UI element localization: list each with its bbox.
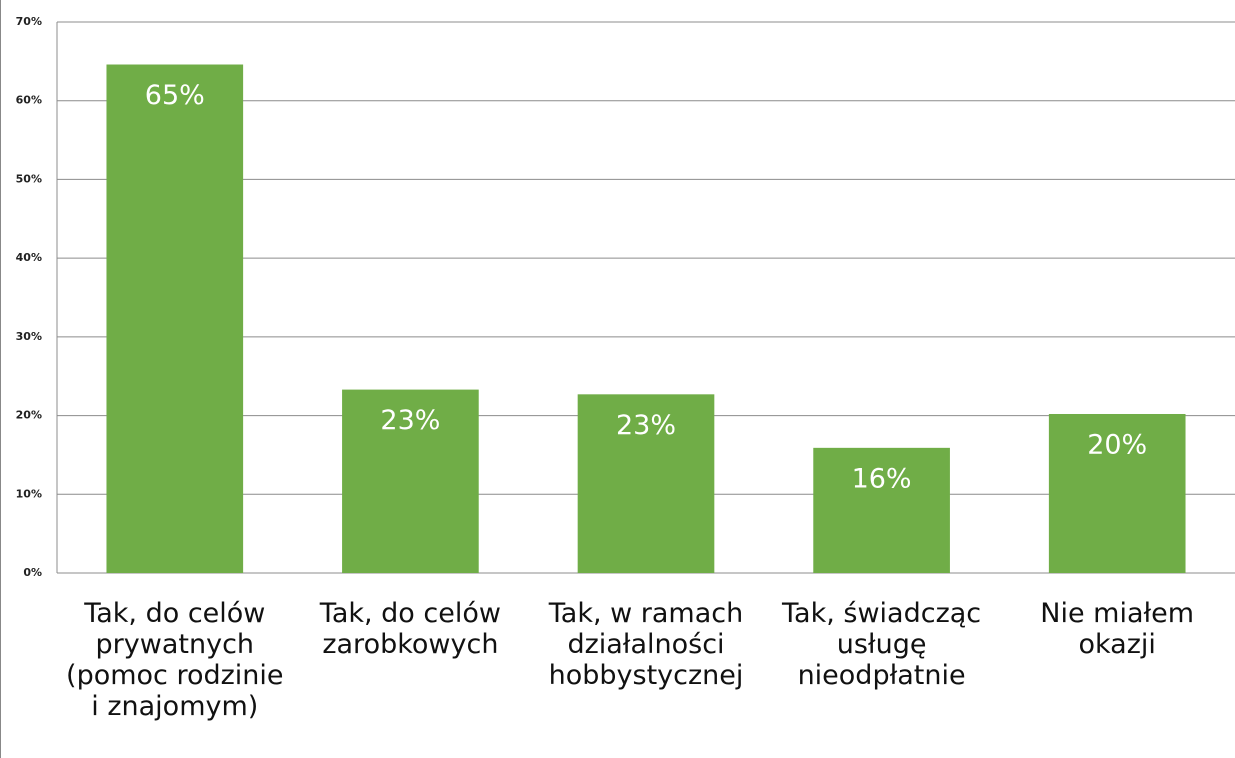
data-label: 23% [616, 410, 676, 441]
y-tick-label: 0% [23, 566, 42, 579]
y-tick-label: 50% [16, 172, 42, 185]
x-tick-label: Nie miałem okazji [1040, 598, 1195, 660]
y-tick-label: 60% [16, 94, 42, 107]
y-tick-label: 20% [16, 409, 42, 422]
bar [1048, 413, 1186, 573]
x-tick-label: Tak, do celów zarobkowych [319, 598, 501, 660]
x-tick-label: Tak, świadcząc usługę nieodpłatnie [782, 598, 982, 691]
bar [342, 389, 479, 573]
data-label: 23% [380, 405, 440, 436]
x-tick-label: Tak, w ramach działalności hobbystycznej [548, 598, 744, 691]
data-label: 65% [145, 80, 205, 111]
y-tick-label: 30% [16, 330, 42, 343]
data-label: 16% [852, 463, 912, 494]
bar [106, 64, 244, 574]
y-tick-label: 10% [16, 487, 42, 500]
data-label: 20% [1087, 429, 1147, 460]
x-tick-label: Tak, do celów prywatnych (pomoc rodzinie… [66, 598, 284, 722]
bar [577, 394, 715, 573]
bar [813, 447, 950, 573]
y-tick-label: 40% [16, 251, 42, 264]
y-tick-label: 70% [16, 15, 42, 28]
